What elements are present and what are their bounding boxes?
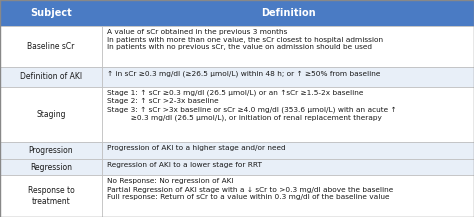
Bar	[102, 159, 474, 176]
Bar	[0, 159, 102, 176]
Text: Regression: Regression	[30, 163, 72, 172]
Text: Progression of AKI to a higher stage and/or need: Progression of AKI to a higher stage and…	[107, 145, 285, 151]
Bar	[0, 87, 102, 142]
Text: A value of sCr obtained in the previous 3 months
In patients with more than one : A value of sCr obtained in the previous …	[107, 29, 383, 50]
Text: Definition: Definition	[261, 8, 315, 18]
Bar	[0, 142, 102, 159]
Text: Definition of AKI: Definition of AKI	[20, 72, 82, 81]
Bar	[102, 87, 474, 142]
Text: Progression: Progression	[28, 146, 73, 155]
Bar	[0, 26, 102, 67]
Bar	[0, 176, 102, 217]
Bar	[0, 0, 474, 26]
Text: Regression of AKI to a lower stage for RRT: Regression of AKI to a lower stage for R…	[107, 162, 262, 168]
Text: Response to
treatment: Response to treatment	[27, 186, 74, 206]
Bar	[102, 26, 474, 67]
Bar	[0, 67, 102, 87]
Text: Stage 1: ↑ sCr ≥0.3 mg/dl (26.5 μmol/L) or an ↑sCr ≥1.5-2x baseline
Stage 2: ↑ s: Stage 1: ↑ sCr ≥0.3 mg/dl (26.5 μmol/L) …	[107, 90, 396, 121]
Text: Subject: Subject	[30, 8, 72, 18]
Bar	[102, 67, 474, 87]
Text: Staging: Staging	[36, 110, 66, 119]
Text: No Response: No regression of AKI
Partial Regression of AKI stage with a ↓ sCr t: No Response: No regression of AKI Partia…	[107, 179, 393, 201]
Bar	[102, 142, 474, 159]
Text: ↑ in sCr ≥0.3 mg/dl (≥26.5 μmol/L) within 48 h; or ↑ ≥50% from baseline: ↑ in sCr ≥0.3 mg/dl (≥26.5 μmol/L) withi…	[107, 70, 380, 77]
Text: Baseline sCr: Baseline sCr	[27, 42, 74, 51]
Bar	[102, 176, 474, 217]
